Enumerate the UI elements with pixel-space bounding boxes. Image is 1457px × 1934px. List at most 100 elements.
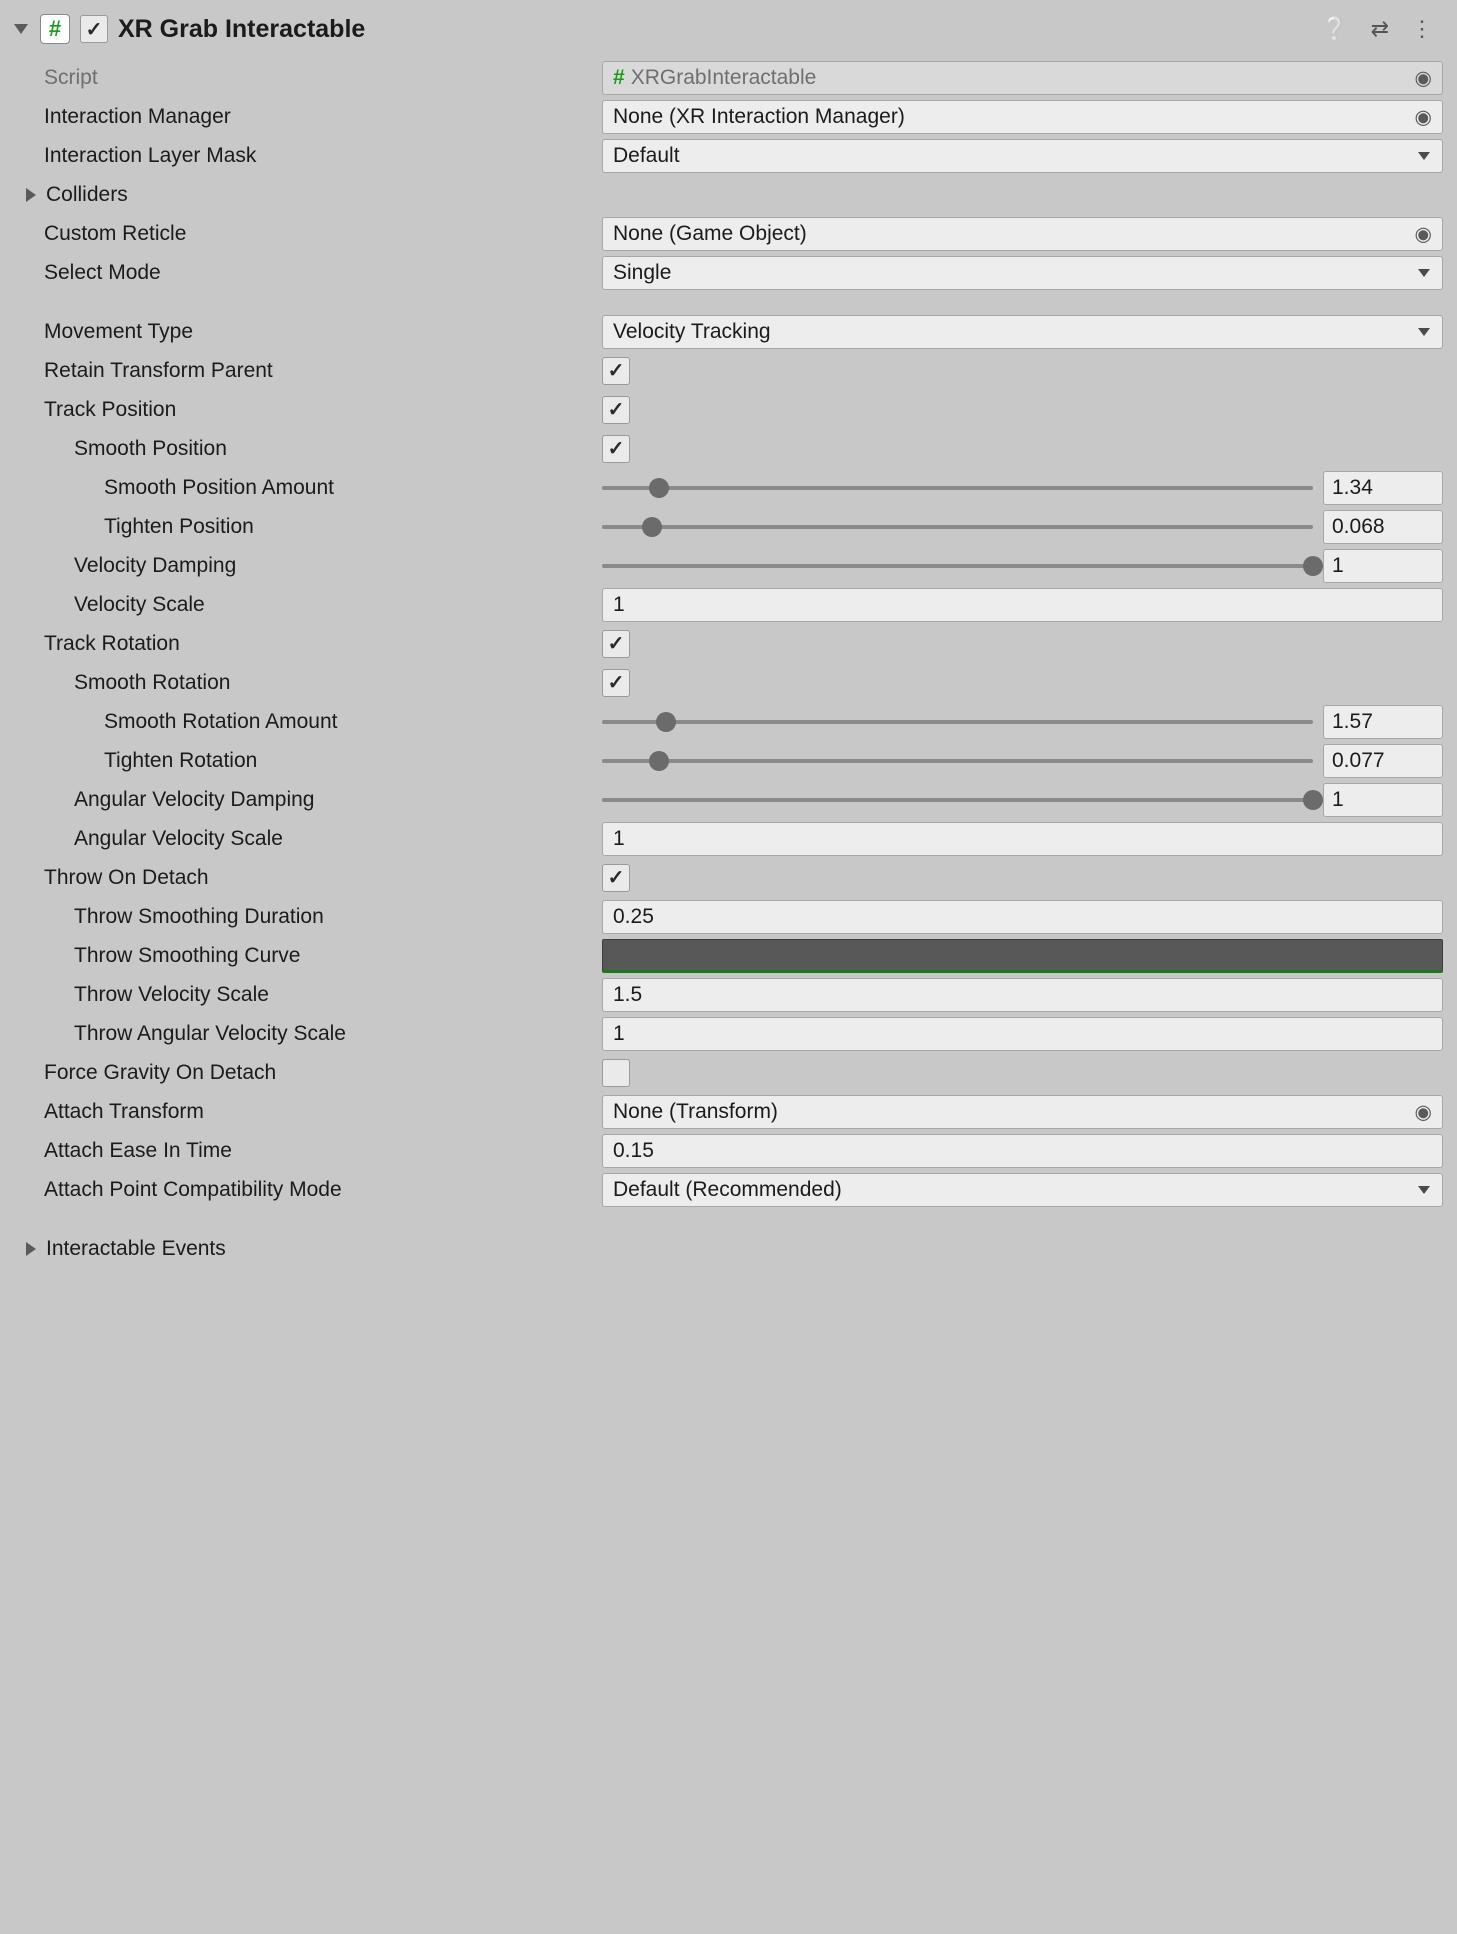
track-rotation-row: Track Rotation xyxy=(8,624,1449,663)
presets-icon[interactable]: ⇄ xyxy=(1371,16,1389,42)
slider-thumb[interactable] xyxy=(649,478,669,498)
custom-reticle-row: Custom Reticle None (Game Object) xyxy=(8,214,1449,253)
attach-transform-label: Attach Transform xyxy=(44,1100,204,1124)
attach-transform-row: Attach Transform None (Transform) xyxy=(8,1092,1449,1131)
velocity-scale-value: 1 xyxy=(613,593,625,617)
throw-velocity-scale-field[interactable]: 1.5 xyxy=(602,978,1443,1012)
smooth-rotation-amount-label: Smooth Rotation Amount xyxy=(104,710,337,734)
angular-velocity-damping-slider[interactable] xyxy=(602,798,1313,802)
throw-angular-velocity-scale-label: Throw Angular Velocity Scale xyxy=(74,1022,346,1046)
slider-thumb[interactable] xyxy=(1303,790,1323,810)
angular-velocity-damping-label: Angular Velocity Damping xyxy=(74,788,314,812)
xr-grab-interactable-component: # XR Grab Interactable ❔ ⇄ ⋮ Script # XR… xyxy=(0,0,1457,1298)
velocity-scale-field[interactable]: 1 xyxy=(602,588,1443,622)
force-gravity-on-detach-row: Force Gravity On Detach xyxy=(8,1053,1449,1092)
select-mode-dropdown[interactable]: Single xyxy=(602,256,1443,290)
throw-on-detach-row: Throw On Detach xyxy=(8,858,1449,897)
interactable-events-foldout-icon[interactable] xyxy=(26,1242,36,1256)
script-value: XRGrabInteractable xyxy=(631,66,817,90)
interaction-layer-mask-label: Interaction Layer Mask xyxy=(44,144,256,168)
slider-thumb[interactable] xyxy=(642,517,662,537)
throw-smoothing-curve-field[interactable] xyxy=(602,939,1443,973)
attach-ease-in-time-value: 0.15 xyxy=(613,1139,654,1163)
retain-transform-parent-checkbox[interactable] xyxy=(602,357,630,385)
throw-angular-velocity-scale-value: 1 xyxy=(613,1022,625,1046)
throw-smoothing-curve-row: Throw Smoothing Curve xyxy=(8,936,1449,975)
smooth-rotation-amount-slider[interactable] xyxy=(602,720,1313,724)
smooth-rotation-label: Smooth Rotation xyxy=(74,671,230,695)
force-gravity-on-detach-checkbox[interactable] xyxy=(602,1059,630,1087)
select-mode-value: Single xyxy=(613,261,671,285)
velocity-damping-slider[interactable] xyxy=(602,564,1313,568)
component-header: # XR Grab Interactable ❔ ⇄ ⋮ xyxy=(8,8,1449,58)
attach-point-compat-row: Attach Point Compatibility Mode Default … xyxy=(8,1170,1449,1209)
velocity-damping-value[interactable]: 1 xyxy=(1323,549,1443,583)
throw-on-detach-checkbox[interactable] xyxy=(602,864,630,892)
slider-thumb[interactable] xyxy=(1303,556,1323,576)
smooth-position-checkbox[interactable] xyxy=(602,435,630,463)
interaction-layer-mask-dropdown[interactable]: Default xyxy=(602,139,1443,173)
colliders-foldout-icon[interactable] xyxy=(26,188,36,202)
throw-angular-velocity-scale-field[interactable]: 1 xyxy=(602,1017,1443,1051)
interactable-events-row[interactable]: Interactable Events xyxy=(8,1229,1449,1268)
track-position-checkbox[interactable] xyxy=(602,396,630,424)
smooth-rotation-checkbox[interactable] xyxy=(602,669,630,697)
attach-ease-in-time-field[interactable]: 0.15 xyxy=(602,1134,1443,1168)
tighten-position-value[interactable]: 0.068 xyxy=(1323,510,1443,544)
header-actions: ❔ ⇄ ⋮ xyxy=(1321,16,1443,42)
smooth-rotation-amount-row: Smooth Rotation Amount 1.57 xyxy=(8,702,1449,741)
velocity-scale-row: Velocity Scale 1 xyxy=(8,585,1449,624)
interaction-manager-value: None (XR Interaction Manager) xyxy=(613,105,905,129)
angular-velocity-scale-field[interactable]: 1 xyxy=(602,822,1443,856)
interaction-manager-label: Interaction Manager xyxy=(44,105,231,129)
slider-thumb[interactable] xyxy=(649,751,669,771)
component-title: XR Grab Interactable xyxy=(118,15,1311,44)
smooth-rotation-amount-value[interactable]: 1.57 xyxy=(1323,705,1443,739)
script-field: # XRGrabInteractable xyxy=(602,61,1443,95)
smooth-position-amount-row: Smooth Position Amount 1.34 xyxy=(8,468,1449,507)
colliders-row[interactable]: Colliders xyxy=(8,175,1449,214)
angular-velocity-damping-value[interactable]: 1 xyxy=(1323,783,1443,817)
throw-velocity-scale-value: 1.5 xyxy=(613,983,642,1007)
attach-point-compat-dropdown[interactable]: Default (Recommended) xyxy=(602,1173,1443,1207)
enable-checkbox[interactable] xyxy=(80,15,108,43)
script-label: Script xyxy=(44,66,98,90)
custom-reticle-field[interactable]: None (Game Object) xyxy=(602,217,1443,251)
tighten-rotation-value[interactable]: 0.077 xyxy=(1323,744,1443,778)
tighten-position-slider[interactable] xyxy=(602,525,1313,529)
attach-transform-value: None (Transform) xyxy=(613,1100,778,1124)
tighten-position-label: Tighten Position xyxy=(104,515,254,539)
interaction-layer-mask-value: Default xyxy=(613,144,680,168)
attach-transform-field[interactable]: None (Transform) xyxy=(602,1095,1443,1129)
custom-reticle-value: None (Game Object) xyxy=(613,222,807,246)
force-gravity-on-detach-label: Force Gravity On Detach xyxy=(44,1061,276,1085)
smooth-position-amount-label: Smooth Position Amount xyxy=(104,476,334,500)
foldout-icon[interactable] xyxy=(14,24,28,34)
throw-on-detach-label: Throw On Detach xyxy=(44,866,209,890)
help-icon[interactable]: ❔ xyxy=(1321,16,1348,42)
throw-smoothing-duration-field[interactable]: 0.25 xyxy=(602,900,1443,934)
movement-type-label: Movement Type xyxy=(44,320,193,344)
hash-icon: # xyxy=(613,66,625,90)
track-position-label: Track Position xyxy=(44,398,176,422)
interactable-events-label: Interactable Events xyxy=(46,1237,226,1261)
movement-type-row: Movement Type Velocity Tracking xyxy=(8,312,1449,351)
slider-thumb[interactable] xyxy=(656,712,676,732)
script-icon: # xyxy=(40,14,70,44)
smooth-position-amount-slider[interactable] xyxy=(602,486,1313,490)
attach-point-compat-label: Attach Point Compatibility Mode xyxy=(44,1178,342,1202)
movement-type-dropdown[interactable]: Velocity Tracking xyxy=(602,315,1443,349)
tighten-position-row: Tighten Position 0.068 xyxy=(8,507,1449,546)
smooth-rotation-row: Smooth Rotation xyxy=(8,663,1449,702)
movement-type-value: Velocity Tracking xyxy=(613,320,771,344)
track-rotation-checkbox[interactable] xyxy=(602,630,630,658)
tighten-rotation-slider[interactable] xyxy=(602,759,1313,763)
throw-angular-velocity-scale-row: Throw Angular Velocity Scale 1 xyxy=(8,1014,1449,1053)
smooth-position-amount-value[interactable]: 1.34 xyxy=(1323,471,1443,505)
angular-velocity-damping-row: Angular Velocity Damping 1 xyxy=(8,780,1449,819)
select-mode-row: Select Mode Single xyxy=(8,253,1449,292)
interaction-manager-row: Interaction Manager None (XR Interaction… xyxy=(8,97,1449,136)
velocity-damping-label: Velocity Damping xyxy=(74,554,236,578)
menu-icon[interactable]: ⋮ xyxy=(1411,16,1433,42)
interaction-manager-field[interactable]: None (XR Interaction Manager) xyxy=(602,100,1443,134)
